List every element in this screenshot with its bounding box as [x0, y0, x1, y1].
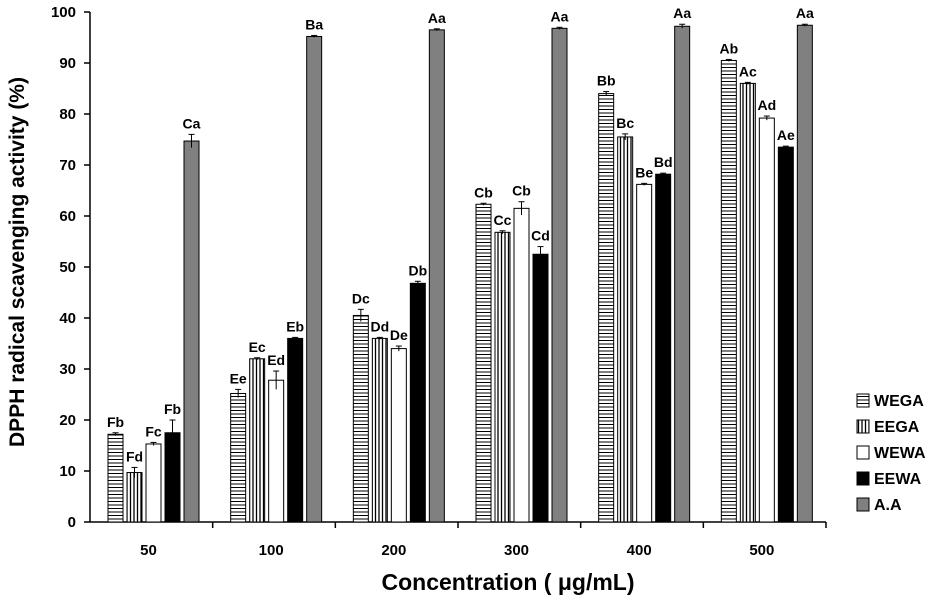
bar-significance-label: Aa: [428, 10, 446, 26]
bar-eewa-50: [164, 432, 181, 523]
legend-label: EEGA: [874, 419, 920, 436]
bar-significance-label: Ac: [739, 63, 757, 79]
bar-aa-400: [674, 25, 691, 523]
bar-wewa-200: [390, 348, 407, 523]
x-tick-label: 400: [627, 542, 652, 559]
bar-significance-label: Aa: [673, 5, 691, 21]
bar-aa-500: [796, 24, 813, 523]
bar-eega-400: [617, 136, 634, 523]
bar-significance-label: Fc: [145, 423, 162, 439]
bar-eega-300: [494, 231, 511, 523]
plot-area: 010203040506070809010050FbFdFcFbCa100EeE…: [51, 4, 827, 559]
bar-eewa-200: [409, 282, 426, 523]
bar-wega-500: [720, 59, 737, 523]
legend-swatch: [856, 419, 870, 434]
bar-significance-label: Bc: [616, 115, 634, 131]
bar-aa-200: [428, 29, 445, 523]
x-tick-label: 500: [749, 542, 774, 559]
bar-significance-label: Cd: [531, 228, 550, 244]
y-tick-label: 50: [59, 259, 76, 276]
bar-significance-label: Fb: [107, 414, 124, 430]
bar-significance-label: Ca: [183, 115, 201, 131]
bar-aa-50: [183, 140, 200, 523]
bar-wewa-300: [513, 207, 530, 523]
bar-significance-label: Cc: [494, 212, 512, 228]
x-tick-label: 300: [504, 542, 529, 559]
bar-wewa-500: [758, 117, 775, 523]
bar-eega-200: [371, 337, 388, 523]
bar-significance-label: De: [390, 327, 408, 343]
y-tick-label: 20: [59, 412, 76, 429]
bar-significance-label: Fb: [164, 401, 181, 417]
bar-significance-label: Ab: [719, 40, 738, 56]
legend: WEGA EEGA WEWA EEWA A.A: [856, 393, 926, 514]
y-tick-label: 80: [59, 106, 76, 123]
y-tick-label: 100: [51, 4, 76, 21]
bar-eega-500: [739, 82, 756, 523]
y-tick-label: 70: [59, 157, 76, 174]
bar-significance-label: Bd: [654, 154, 673, 170]
legend-swatch: [856, 445, 870, 460]
bar-eega-100: [249, 358, 266, 523]
x-axis-title: Concentration ( μg/mL): [382, 569, 635, 595]
bar-eega-50: [126, 472, 143, 523]
bar-aa-300: [551, 27, 568, 523]
bar-wewa-50: [145, 443, 162, 523]
legend-swatch: [856, 393, 870, 408]
legend-label: WEWA: [874, 445, 926, 462]
bar-eewa-300: [532, 253, 549, 523]
legend-label: EEWA: [874, 471, 922, 488]
bar-eewa-100: [287, 337, 304, 523]
y-tick-label: 10: [59, 463, 76, 480]
y-tick-label: 0: [68, 514, 76, 531]
bar-wewa-400: [636, 183, 653, 523]
bar-wega-50: [107, 433, 124, 523]
bar-significance-label: Bb: [597, 73, 616, 89]
legend-label: A.A: [874, 497, 902, 514]
y-tick-label: 40: [59, 310, 76, 327]
bar-significance-label: Dd: [370, 318, 389, 334]
legend-swatch: [856, 497, 870, 512]
legend-swatch: [856, 471, 870, 486]
y-tick-label: 30: [59, 361, 76, 378]
bar-significance-label: Ae: [777, 127, 795, 143]
bar-significance-label: Fd: [126, 448, 143, 464]
x-tick-label: 100: [259, 542, 284, 559]
bar-significance-label: Ba: [305, 16, 323, 32]
y-tick-label: 90: [59, 55, 76, 72]
bar-significance-label: Ee: [230, 370, 247, 386]
x-tick-label: 50: [140, 542, 157, 559]
bar-significance-label: Ad: [757, 97, 776, 113]
bar-significance-label: Ec: [249, 339, 266, 355]
bar-significance-label: Db: [408, 262, 427, 278]
bar-wega-100: [230, 392, 247, 523]
bar-significance-label: Cb: [474, 184, 493, 200]
bar-eewa-500: [777, 146, 794, 523]
bar-eewa-400: [655, 173, 672, 523]
x-tick-label: 200: [381, 542, 406, 559]
y-tick-label: 60: [59, 208, 76, 225]
bar-aa-100: [306, 35, 323, 523]
y-axis-title: DPPH radical scavenging activity (%): [6, 77, 29, 447]
bar-wega-400: [598, 93, 615, 523]
bar-wega-300: [475, 203, 492, 523]
bar-significance-label: Aa: [551, 8, 569, 24]
bar-significance-label: Be: [635, 164, 653, 180]
bar-wega-200: [352, 314, 369, 523]
bar-significance-label: Aa: [796, 5, 814, 21]
legend-label: WEGA: [874, 393, 924, 410]
bar-significance-label: Dc: [352, 290, 370, 306]
bar-significance-label: Eb: [286, 318, 304, 334]
bar-wewa-100: [268, 379, 285, 523]
bar-significance-label: Cb: [512, 183, 531, 199]
bar-significance-label: Ed: [267, 352, 285, 368]
